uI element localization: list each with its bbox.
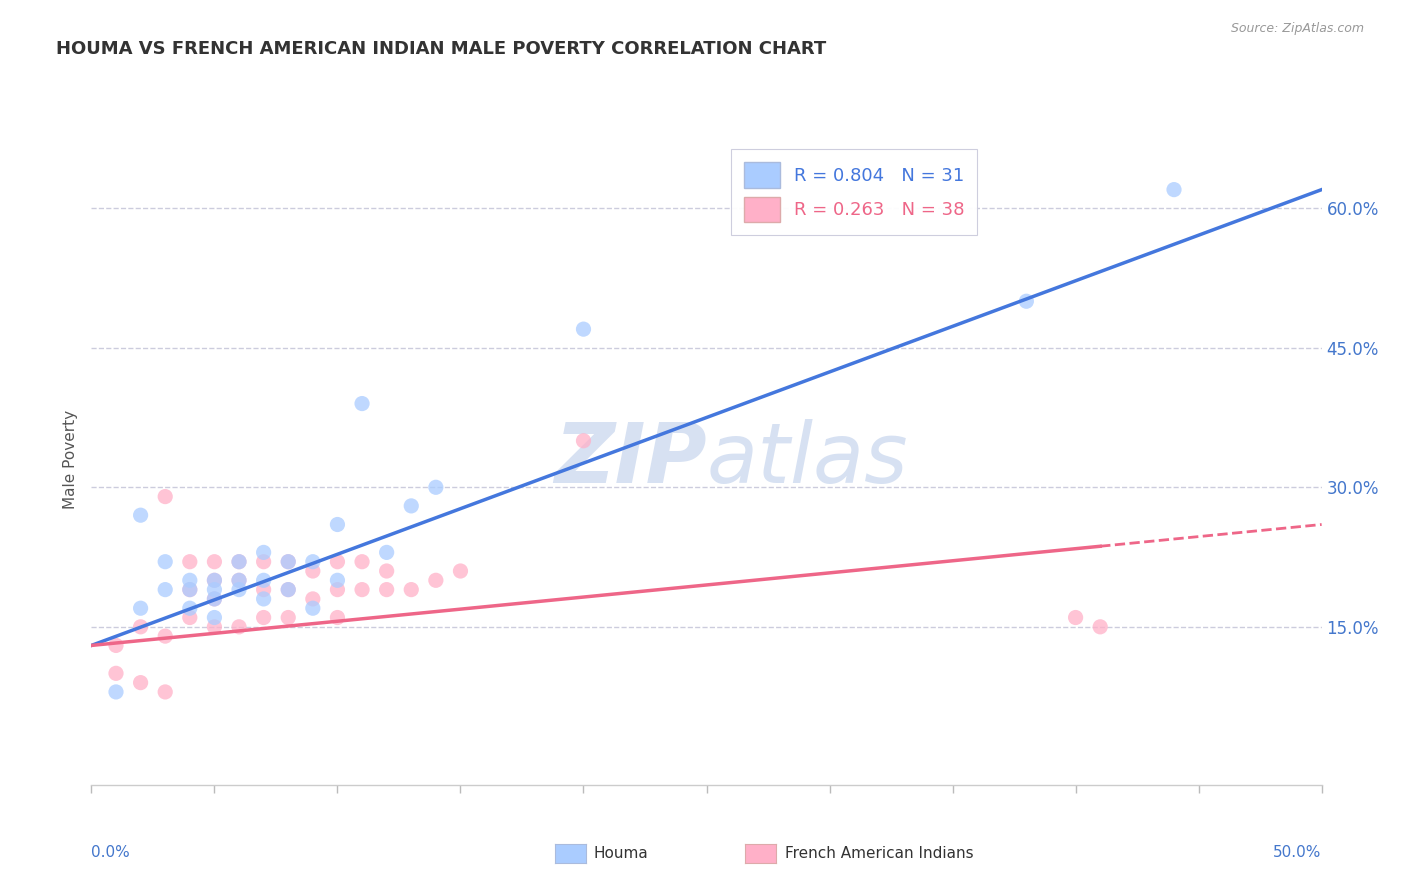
Point (425, 574, 447, 588)
Point (228, 555, 250, 569)
Point (105, 685, 127, 699)
Point (202, 591, 225, 606)
Point (179, 582, 201, 597)
Point (425, 480, 447, 494)
Point (153, 555, 177, 569)
Point (326, 610, 349, 624)
Point (105, 666, 127, 681)
Point (228, 620, 250, 634)
Point (202, 610, 225, 624)
Point (253, 555, 276, 569)
Point (253, 591, 276, 606)
Point (253, 574, 276, 588)
Point (399, 582, 422, 597)
Y-axis label: Male Poverty: Male Poverty (62, 409, 77, 509)
Point (228, 574, 250, 588)
Point (449, 564, 471, 578)
Point (202, 574, 225, 588)
Point (277, 610, 299, 624)
Point (179, 582, 201, 597)
Point (202, 620, 225, 634)
Text: ZIP: ZIP (554, 419, 706, 500)
Point (277, 555, 299, 569)
Point (375, 564, 398, 578)
Point (179, 601, 201, 615)
Point (277, 555, 299, 569)
Point (1015, 294, 1038, 309)
Text: atlas: atlas (706, 419, 908, 500)
Point (153, 490, 177, 504)
Text: French American Indians: French American Indians (785, 847, 973, 861)
Point (253, 610, 276, 624)
Point (326, 582, 349, 597)
Point (179, 574, 201, 588)
Point (277, 582, 299, 597)
Point (1163, 183, 1185, 197)
Point (1088, 620, 1111, 634)
Point (301, 564, 323, 578)
Point (228, 574, 250, 588)
Point (253, 582, 276, 597)
Point (375, 582, 398, 597)
Point (301, 555, 323, 569)
Point (179, 555, 201, 569)
Text: 0.0%: 0.0% (91, 846, 131, 861)
Point (153, 582, 177, 597)
Text: 50.0%: 50.0% (1274, 846, 1322, 861)
Point (572, 322, 595, 336)
Point (105, 639, 127, 653)
Point (129, 508, 152, 523)
Legend: R = 0.804   N = 31, R = 0.263   N = 38: R = 0.804 N = 31, R = 0.263 N = 38 (731, 149, 977, 235)
Point (129, 601, 152, 615)
Point (129, 620, 152, 634)
Point (1064, 610, 1087, 624)
Point (399, 499, 422, 513)
Point (228, 582, 250, 597)
Text: Houma: Houma (593, 847, 648, 861)
Text: Source: ZipAtlas.com: Source: ZipAtlas.com (1230, 22, 1364, 36)
Text: HOUMA VS FRENCH AMERICAN INDIAN MALE POVERTY CORRELATION CHART: HOUMA VS FRENCH AMERICAN INDIAN MALE POV… (56, 40, 827, 58)
Point (253, 545, 276, 559)
Point (326, 555, 349, 569)
Point (375, 545, 398, 559)
Point (153, 629, 177, 643)
Point (202, 582, 225, 597)
Point (326, 517, 349, 532)
Point (202, 574, 225, 588)
Point (228, 555, 250, 569)
Point (202, 591, 225, 606)
Point (202, 555, 225, 569)
Point (277, 582, 299, 597)
Point (352, 555, 374, 569)
Point (301, 591, 323, 606)
Point (153, 685, 177, 699)
Point (352, 396, 374, 410)
Point (326, 574, 349, 588)
Point (179, 610, 201, 624)
Point (352, 582, 374, 597)
Point (572, 434, 595, 448)
Point (129, 675, 152, 690)
Point (301, 601, 323, 615)
